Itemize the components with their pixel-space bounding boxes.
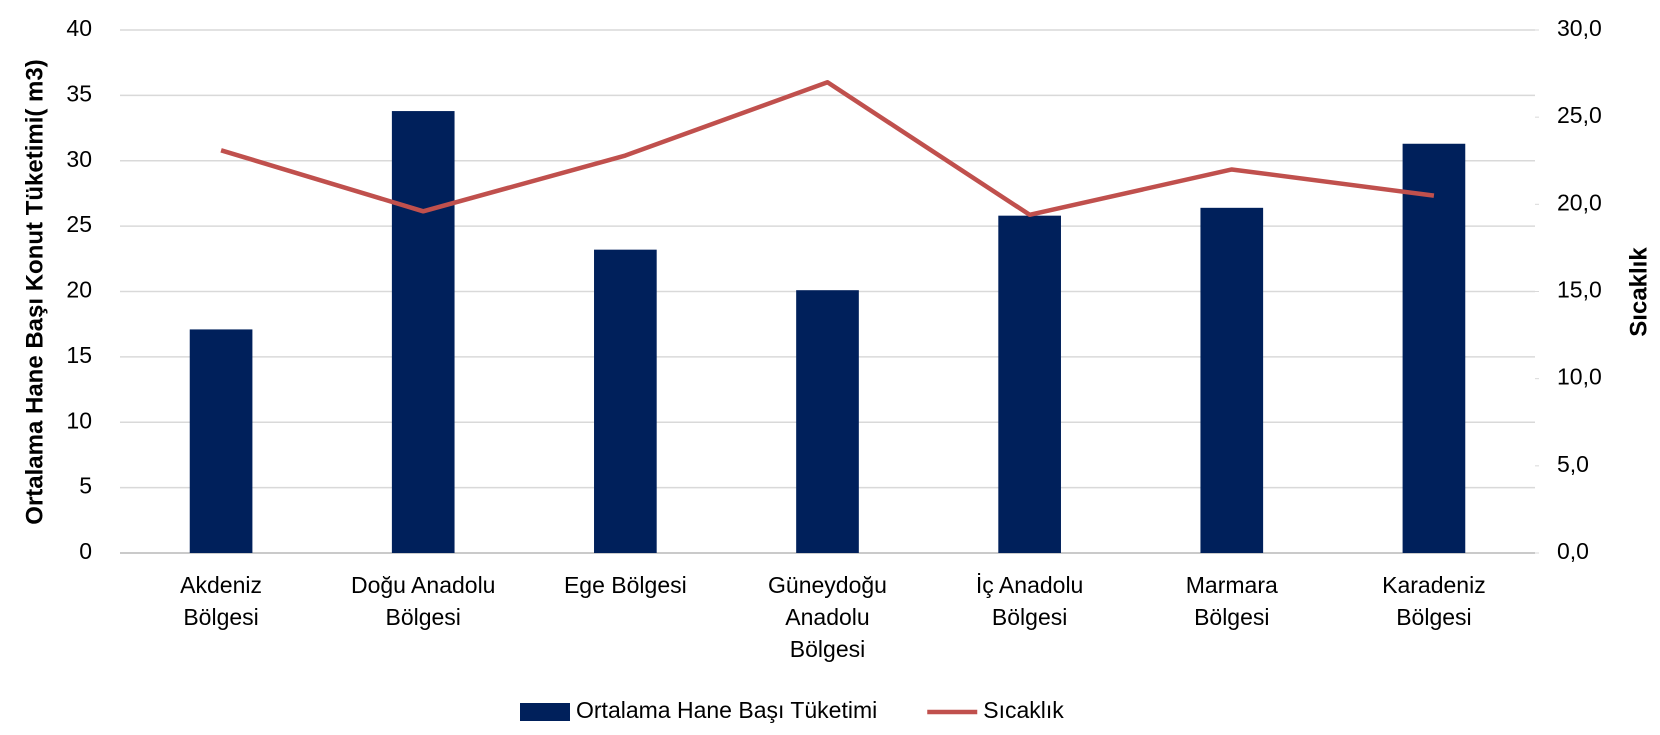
y-tick-label: 5 (79, 473, 92, 499)
y2-tick-label: 20,0 (1557, 189, 1602, 215)
y2-axis-title: Sıcaklık (1625, 247, 1652, 337)
bar (998, 215, 1061, 554)
x-tick-label: Akdeniz (180, 572, 262, 598)
x-tick-label: Doğu Anadolu (351, 572, 496, 598)
bar (1200, 207, 1264, 553)
x-tick-label: Bölgesi (183, 604, 258, 630)
x-tick-label: Bölgesi (790, 636, 865, 662)
x-tick-label: Güneydoğu (768, 572, 887, 598)
x-tick-label: İç Anadolu (976, 572, 1083, 598)
y-tick-label: 20 (66, 277, 92, 303)
y-tick-label: 35 (66, 80, 92, 106)
y2-tick-label: 0,0 (1557, 538, 1589, 564)
x-tick-label: Bölgesi (385, 604, 460, 630)
bar (594, 249, 657, 553)
y-tick-label: 40 (66, 15, 92, 41)
y2-tick-label: 25,0 (1557, 102, 1602, 128)
x-tick-label: Marmara (1186, 572, 1278, 598)
y2-tick-label: 10,0 (1557, 364, 1602, 390)
y-tick-label: 25 (66, 211, 92, 237)
y2-tick-label: 5,0 (1557, 451, 1589, 477)
y-tick-label: 10 (66, 407, 92, 433)
bar (796, 290, 859, 553)
y-tick-label: 0 (79, 538, 92, 564)
y-tick-label: 15 (66, 342, 92, 368)
x-tick-label: Bölgesi (1194, 604, 1269, 630)
bar (189, 329, 253, 553)
legend-label: Sıcaklık (983, 697, 1064, 723)
line (220, 80, 1435, 218)
y2-tick-label: 15,0 (1557, 277, 1602, 303)
x-tick-label: Bölgesi (1396, 604, 1471, 630)
x-tick-label: Bölgesi (992, 604, 1067, 630)
x-tick-label: Ege Bölgesi (564, 572, 687, 598)
legend-swatch (520, 703, 570, 721)
x-tick-label: Anadolu (785, 604, 869, 630)
x-tick-label: Karadeniz (1382, 572, 1486, 598)
y-tick-label: 30 (66, 146, 92, 172)
bar (391, 111, 455, 553)
bar (1402, 143, 1466, 553)
y-axis-title: Ortalama Hane Başı Konut Tüketimi( m3) (21, 59, 48, 524)
legend-label: Ortalama Hane Başı Tüketimi (576, 697, 877, 723)
y2-tick-label: 30,0 (1557, 15, 1602, 41)
